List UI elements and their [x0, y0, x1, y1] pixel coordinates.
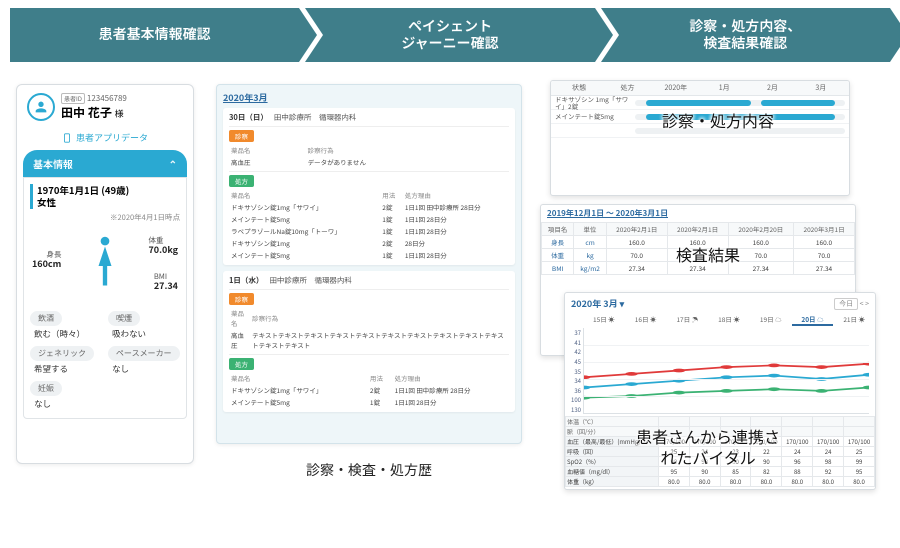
journey-panel: 2020年3月 30日（日）田中診療所 循環器内科診察薬品名診察行為高血圧データ… — [216, 84, 522, 444]
metric-height: 身長160cm — [32, 251, 61, 269]
overlay-title-3: 患者さんから連携されたバイタル — [628, 424, 788, 470]
tab-basic-info[interactable]: 基本情報⌃ — [23, 150, 187, 177]
basic-info-box: 1970年1月1日 (49歳)女性 ※2020年4月1日時点 身長160cm 体… — [23, 177, 187, 419]
patient-card: 患者ID123456789 田中 花子 様 患者アプリデータ 基本情報⌃ 197… — [16, 84, 194, 464]
asof-note: ※2020年4月1日時点 — [30, 212, 180, 223]
visit-card[interactable]: 1日（水）田中診療所 循環器内科診察薬品名診察行為高血圧テキストテキストテキスト… — [223, 271, 515, 412]
dob: 1970年1月1日 (49歳)女性 — [30, 184, 180, 209]
pill-generic: ジェネリック — [30, 346, 94, 361]
chevron-3: 診察・処方内容、 検査結果確認 — [601, 8, 890, 62]
patient-name: 田中 花子 様 — [61, 104, 127, 121]
pill-pregnancy: 妊娠 — [30, 381, 62, 396]
avatar-icon — [27, 93, 55, 121]
chevron-2: ペイシェント ジャーニー確認 — [305, 8, 594, 62]
lab-period[interactable]: 2019年12月1日 〜 2020年3月1日 — [541, 205, 855, 222]
workflow-chevrons: 患者基本情報確認 ペイシェント ジャーニー確認 診察・処方内容、 検査結果確認 — [10, 8, 890, 62]
pill-pacemaker: ペースメーカー — [108, 346, 180, 361]
journey-caption: 診察・検査・処方歴 — [216, 460, 522, 480]
journey-month[interactable]: 2020年3月 — [223, 91, 515, 104]
pill-smoke: 喫煙 — [108, 311, 140, 326]
overlay-title-2: 検査結果 — [668, 240, 748, 268]
visit-card[interactable]: 30日（日）田中診療所 循環器内科診察薬品名診察行為高血圧データがありません処方… — [223, 108, 515, 265]
chevron-1: 患者基本情報確認 — [10, 8, 299, 62]
metric-weight: 体重70.0kg — [148, 237, 178, 255]
overlay-title-1: 診察・処方内容 — [654, 106, 782, 134]
metric-bmi: BMI27.34 — [154, 273, 178, 291]
patient-id: 患者ID123456789 — [61, 93, 127, 104]
patient-app-link[interactable]: 患者アプリデータ — [17, 129, 193, 150]
pill-drink: 飲酒 — [30, 311, 62, 326]
vitals-period[interactable]: 2020年 3月 ▾今日 < > — [565, 293, 875, 314]
body-figure: 身長160cm 体重70.0kg BMI27.34 — [30, 227, 180, 305]
prescription-gantt: 状態処方2020年1月2月3月 ドキサゾシン 1mg「サワイ」2錠メインテート錠… — [550, 80, 850, 196]
